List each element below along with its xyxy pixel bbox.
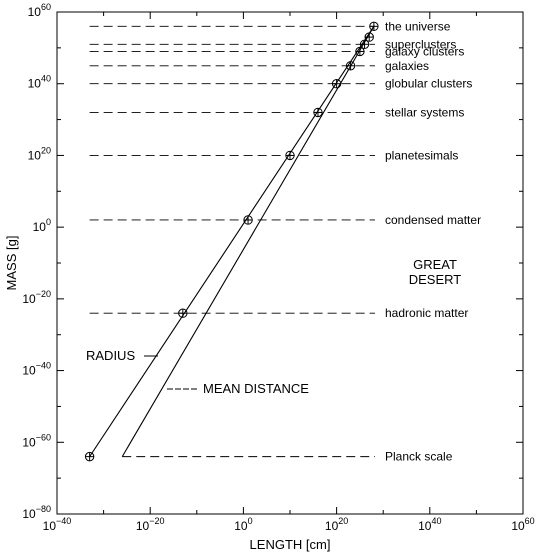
level-label: galaxies <box>385 59 429 73</box>
radius-annotation-label: RADIUS <box>86 348 135 363</box>
radius-marker <box>345 61 356 71</box>
great-desert-label-line1: GREAT <box>413 257 457 272</box>
y-tick-label: 100 <box>33 217 51 234</box>
x-tick-label: 1040 <box>418 516 441 533</box>
level-label: stellar systems <box>385 105 464 119</box>
radius-marker <box>359 39 370 49</box>
radius-marker <box>355 46 365 57</box>
level-label: superclusters <box>385 37 456 51</box>
great-desert-label-line2: DESERT <box>409 272 462 287</box>
radius-marker <box>285 150 295 161</box>
radius-marker <box>313 107 323 118</box>
y-tick-label: 10−60 <box>22 432 51 449</box>
radius-marker <box>364 32 374 42</box>
level-label: galaxy clusters <box>385 44 464 58</box>
radius-marker <box>178 308 188 318</box>
radius-marker <box>243 215 253 225</box>
y-tick-label: 10−20 <box>22 289 51 306</box>
radius-marker <box>331 79 342 89</box>
mean-distance-line <box>121 26 375 457</box>
x-tick-label: 10−20 <box>136 516 165 533</box>
y-tick-label: 1060 <box>28 2 51 19</box>
radius-line <box>89 26 375 457</box>
level-label: globular clusters <box>385 77 472 91</box>
x-tick-label: 100 <box>234 516 252 533</box>
radius-marker <box>369 21 379 32</box>
x-tick-label: 1020 <box>325 516 348 533</box>
level-label: planetesimals <box>385 148 458 162</box>
x-tick-label: 1060 <box>511 516 534 533</box>
level-label: Planck scale <box>385 450 453 464</box>
mean-distance-annotation-label: MEAN DISTANCE <box>203 381 309 396</box>
y-tick-label: 10−80 <box>22 504 51 521</box>
level-label: the universe <box>385 19 451 33</box>
y-tick-label: 1040 <box>28 74 51 91</box>
y-tick-label: 10−40 <box>22 361 51 378</box>
radius-marker <box>84 451 95 462</box>
x-tick-label: 10−40 <box>43 516 72 533</box>
y-axis-label: MASS [g] <box>4 236 19 291</box>
x-axis-label: LENGTH [cm] <box>250 537 331 552</box>
level-label: hadronic matter <box>385 306 468 320</box>
level-label: condensed matter <box>385 213 481 227</box>
y-tick-label: 1020 <box>28 145 51 162</box>
